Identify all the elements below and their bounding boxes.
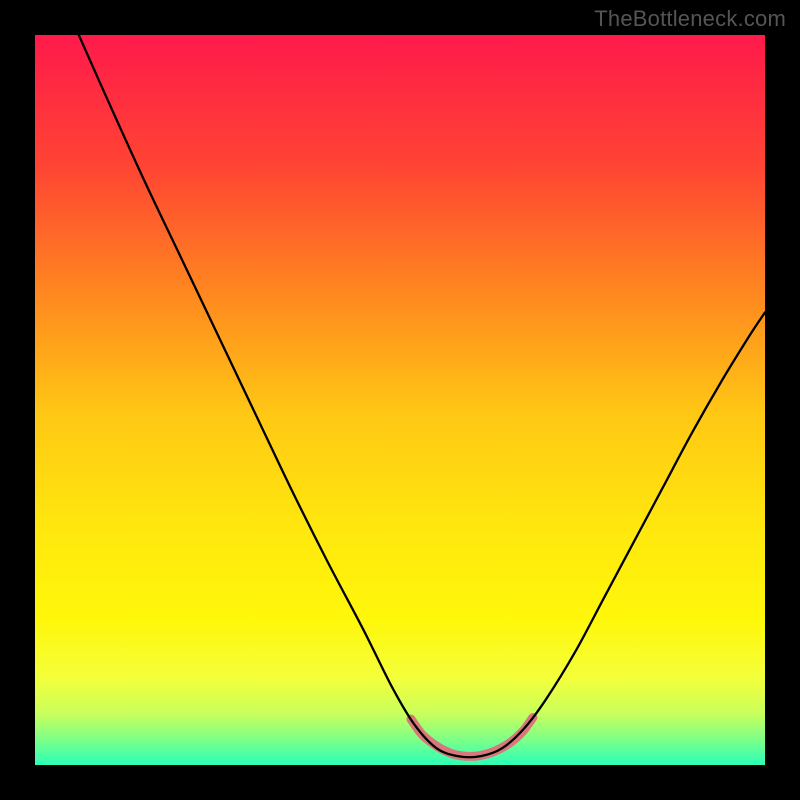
chart-frame: TheBottleneck.com <box>0 0 800 800</box>
bottleneck-curve <box>79 35 765 757</box>
curve-layer <box>35 35 765 765</box>
watermark-text: TheBottleneck.com <box>594 6 786 32</box>
plot-area <box>35 35 765 765</box>
